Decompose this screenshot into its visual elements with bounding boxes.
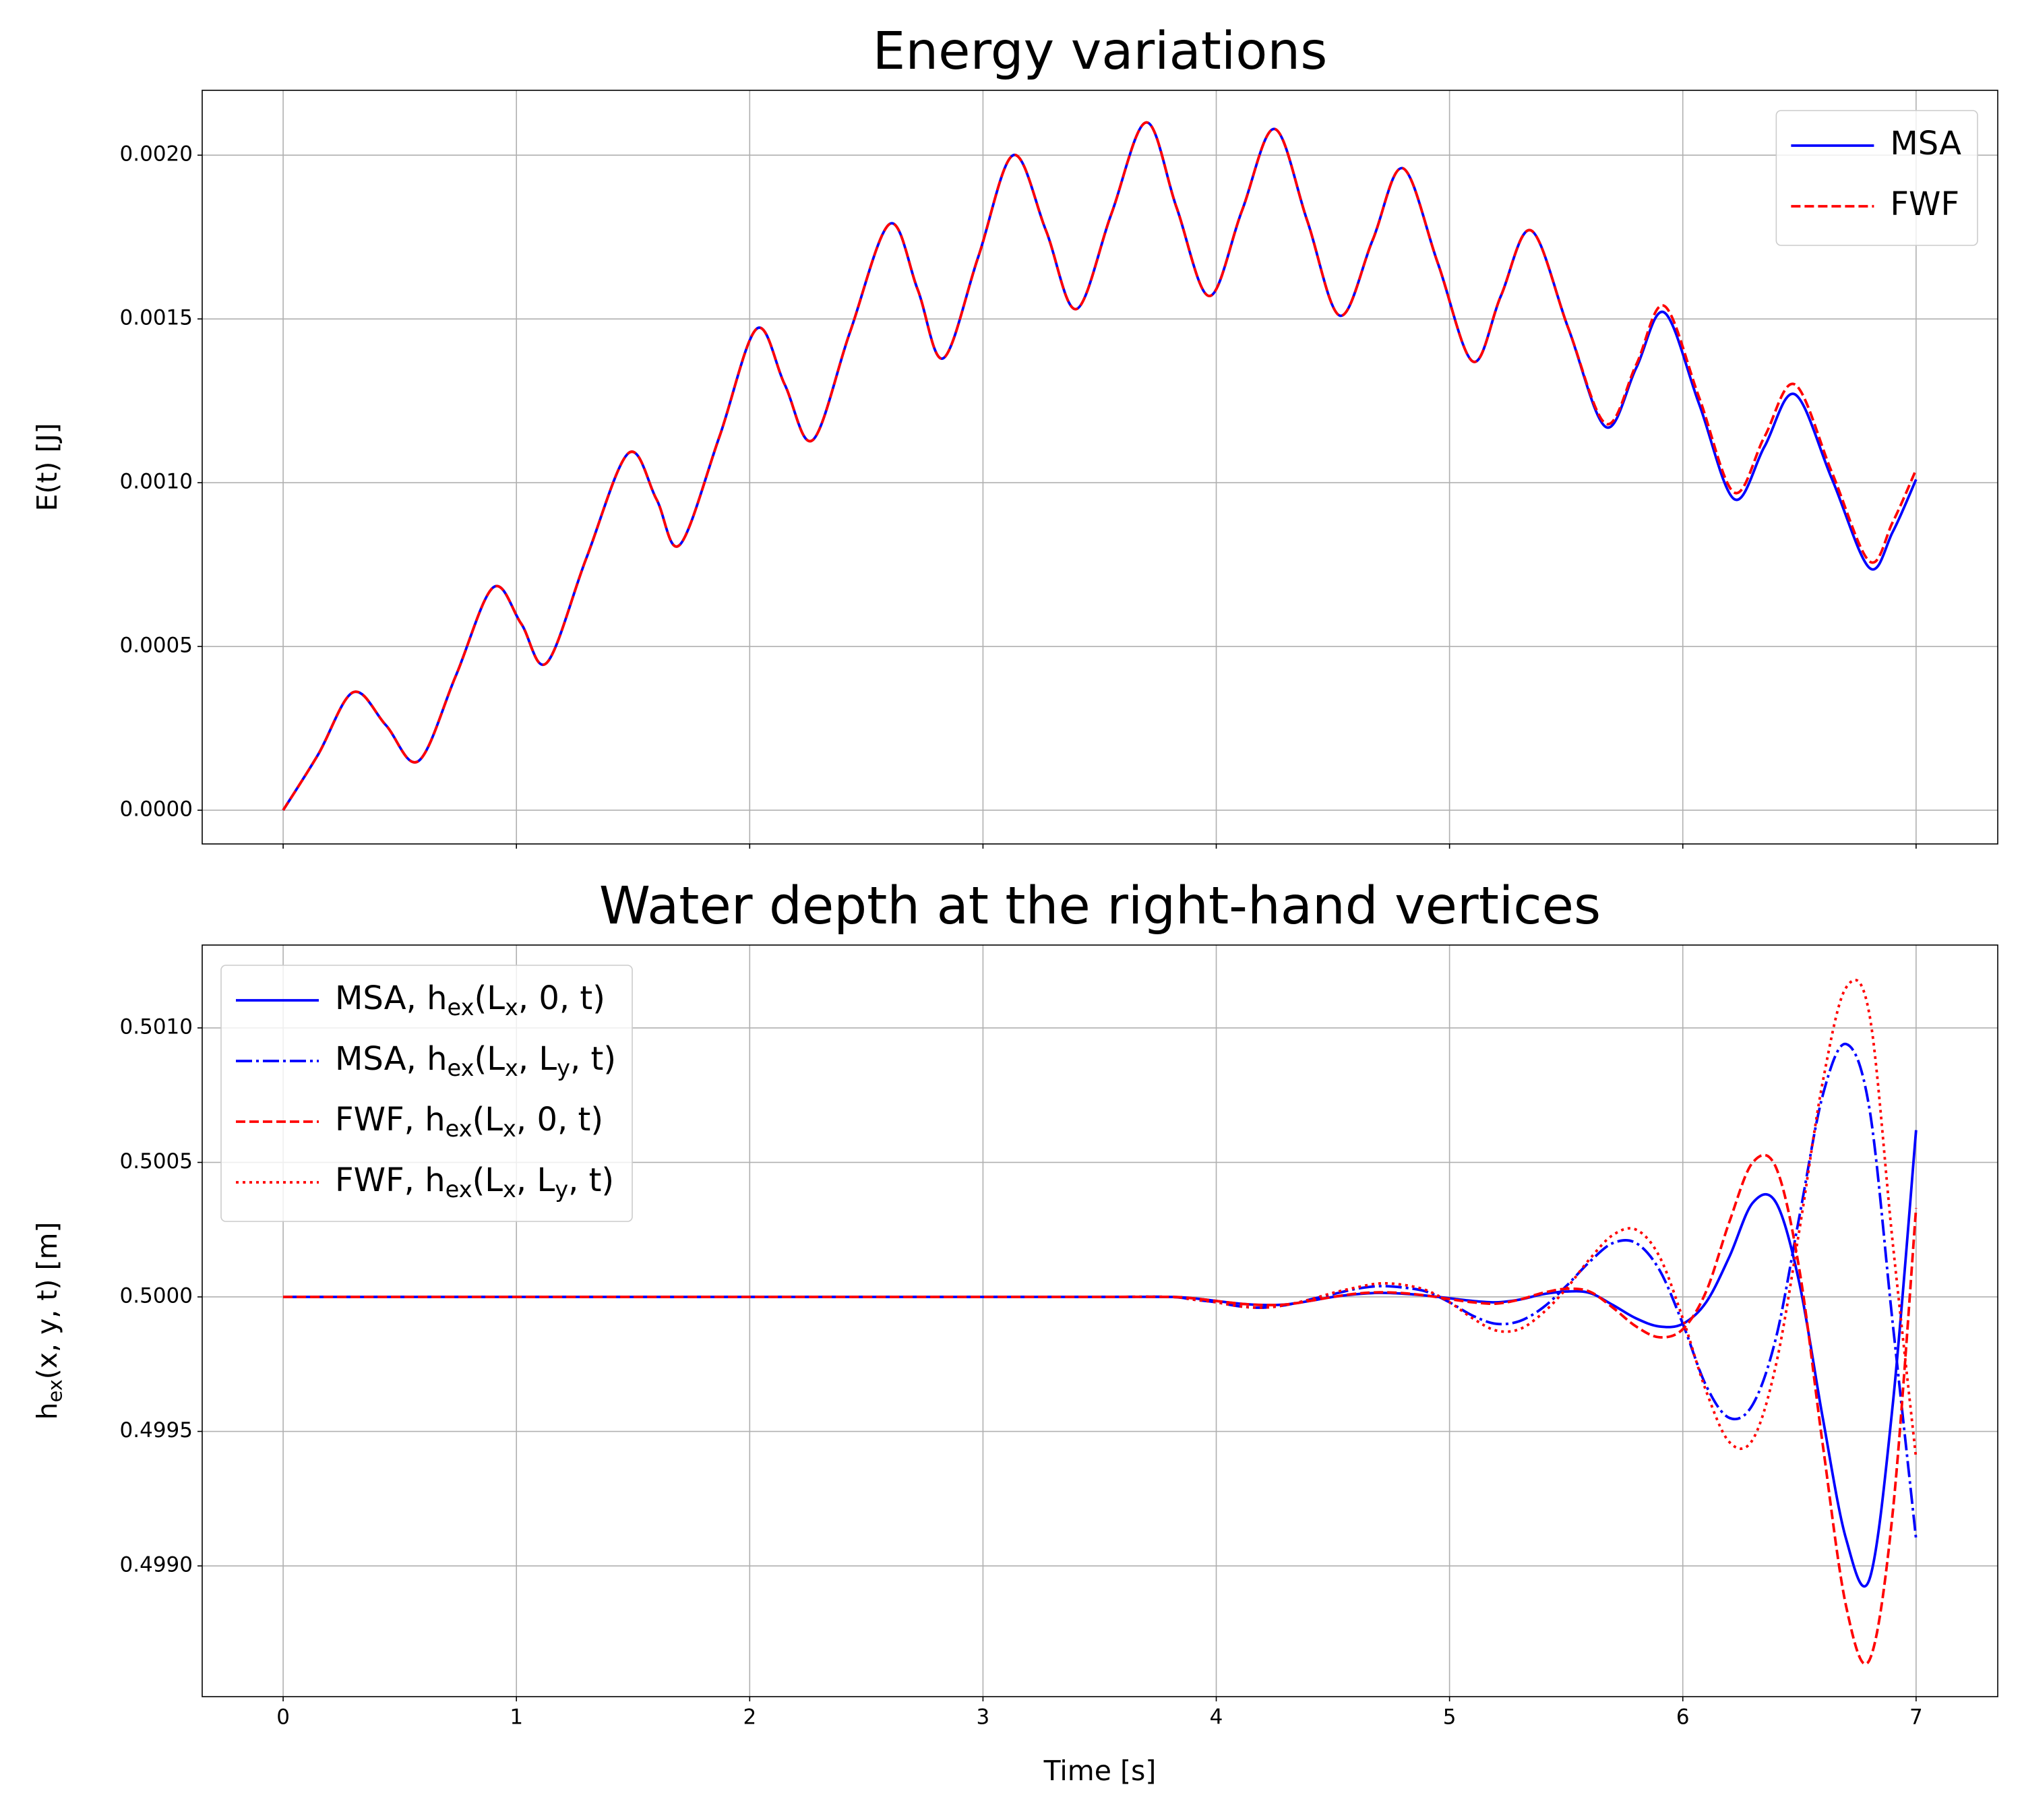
y-tick-label: 0.4990 <box>120 1553 193 1577</box>
legend: MSA FWF <box>1775 110 1978 246</box>
chart-title: Water depth at the right-hand vertices <box>599 876 1601 936</box>
data-line <box>282 121 1918 811</box>
y-tick-label: 0.0020 <box>120 142 193 166</box>
data-line <box>283 978 1918 1459</box>
y-tick-label: 0.5000 <box>120 1283 193 1308</box>
axes-frame <box>202 90 1998 845</box>
x-tick-label: 2 <box>743 1705 756 1730</box>
legend-label: MSA <box>1890 125 1961 162</box>
x-tick-label: 0 <box>276 1705 290 1730</box>
data-line <box>283 1153 1918 1666</box>
x-tick-label: 5 <box>1443 1705 1457 1730</box>
x-tick-label: 1 <box>510 1705 523 1730</box>
x-tick-label: 3 <box>977 1705 990 1730</box>
y-tick-label: 0.0000 <box>120 797 193 821</box>
legend: MSA, hex​(Lx​, 0, t)MSA, hex​(Lx​, Ly​, … <box>220 965 633 1222</box>
axes: Water depth at the right-hand verticeshe… <box>31 876 1998 1787</box>
y-tick-label: 0.0005 <box>120 634 193 658</box>
legend-label: MSA, hex​(Lx​, Ly​, t) <box>335 1040 616 1081</box>
y-tick-label: 0.5005 <box>120 1149 193 1174</box>
y-tick-label: 0.0010 <box>120 470 193 494</box>
y-tick-label: 0.5010 <box>120 1014 193 1039</box>
legend-label: FWF, hex​(Lx​, 0, t) <box>335 1101 603 1142</box>
axes: Energy variations E(t) [J] 0.0000 0.0005 0.0… <box>31 22 1998 849</box>
legend-label: FWF <box>1890 185 1959 223</box>
axes-frame <box>202 944 1998 1697</box>
x-tick-label: 6 <box>1676 1705 1690 1730</box>
legend-label: FWF, hex​(Lx​, Ly​, t) <box>335 1161 614 1203</box>
legend-box <box>220 965 633 1222</box>
x-tick-label: 7 <box>1909 1705 1923 1730</box>
x-axis-label: Time [s] <box>1043 1755 1157 1787</box>
y-tick-label: 0.0015 <box>120 306 193 330</box>
chart-title: Energy variations <box>873 22 1328 82</box>
y-tick-label: 0.4995 <box>120 1418 193 1443</box>
x-tick-label: 4 <box>1210 1705 1223 1730</box>
legend-box <box>1775 110 1978 246</box>
y-axis-label: E(t) [J] <box>31 423 63 511</box>
